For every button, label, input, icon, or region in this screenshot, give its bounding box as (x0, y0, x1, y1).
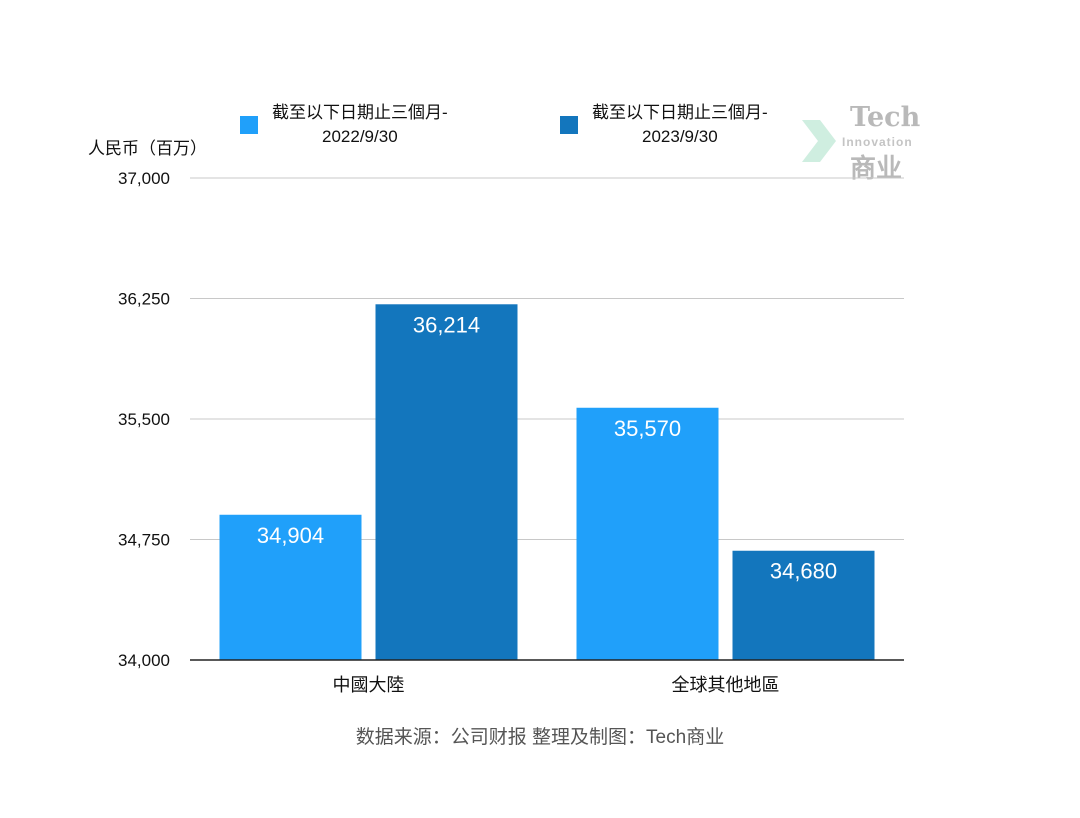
source-note: 数据来源：公司财报 整理及制图：Tech商业 (355, 727, 725, 748)
bar (576, 407, 719, 660)
bar (375, 304, 518, 660)
legend-label-2023: 截至以下日期止三個月- 2023/9/30 (592, 101, 768, 149)
y-tick-label: 35,500 (118, 410, 170, 429)
legend-label-2022: 截至以下日期止三個月- 2022/9/30 (272, 101, 448, 149)
watermark-text-2: Innovation (842, 135, 913, 149)
watermark-logo: Tech Innovation 商业 (798, 102, 928, 183)
y-tick-label: 34,000 (118, 651, 170, 670)
bar (219, 514, 362, 660)
legend-swatch-2022 (240, 116, 258, 134)
data-label: 34,904 (257, 523, 324, 548)
watermark-arrow-icon (802, 120, 836, 162)
legend-label-2023-line2: 2023/9/30 (642, 127, 718, 146)
y-tick-label: 37,000 (118, 169, 170, 188)
x-tick-label: 全球其他地區 (672, 675, 780, 695)
bar (732, 550, 875, 660)
legend-item-2022: 截至以下日期止三個月- 2022/9/30 (240, 100, 448, 150)
y-axis-label: 人民币（百万） (88, 139, 207, 158)
legend-label-2022-line2: 2022/9/30 (322, 127, 398, 146)
legend-item-2023: 截至以下日期止三個月- 2023/9/30 (560, 100, 768, 150)
watermark-text-1: Tech (850, 102, 921, 133)
data-label: 34,680 (770, 559, 837, 584)
data-label: 36,214 (413, 312, 480, 337)
legend-swatch-2023 (560, 116, 578, 134)
legend-label-2023-line1: 截至以下日期止三個月- (592, 103, 768, 122)
data-label: 35,570 (614, 416, 681, 441)
x-tick-label: 中國大陸 (333, 675, 405, 695)
y-tick-label: 36,250 (118, 290, 170, 309)
legend-label-2022-line1: 截至以下日期止三個月- (272, 103, 448, 122)
y-tick-label: 34,750 (118, 531, 170, 550)
